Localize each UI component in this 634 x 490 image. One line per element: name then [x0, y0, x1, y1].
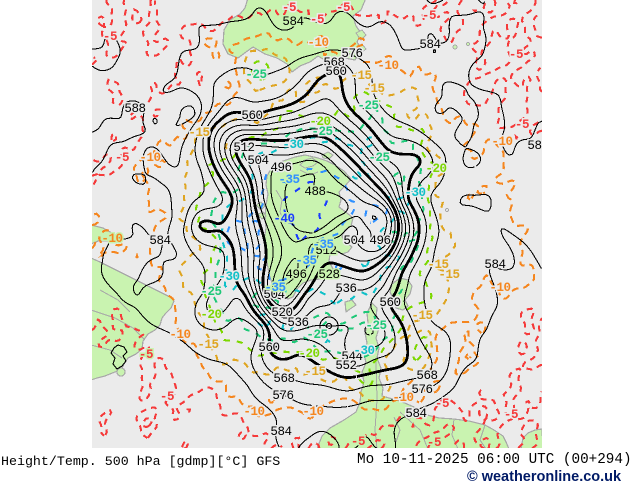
svg-text:584: 584	[527, 139, 548, 153]
svg-text:576: 576	[272, 389, 293, 403]
svg-text:-10: -10	[101, 232, 122, 246]
svg-text:-20: -20	[425, 162, 446, 176]
svg-text:-25: -25	[365, 319, 386, 333]
svg-text:512: 512	[233, 141, 254, 155]
svg-text:496: 496	[285, 268, 306, 282]
svg-text:-10: -10	[489, 281, 510, 295]
svg-text:-30: -30	[353, 344, 374, 358]
svg-text:-15: -15	[427, 258, 448, 272]
svg-text:560: 560	[258, 341, 279, 355]
svg-text:-25: -25	[306, 328, 327, 342]
svg-text:-30: -30	[404, 186, 425, 200]
svg-text:568: 568	[416, 369, 437, 383]
svg-text:-10: -10	[491, 135, 512, 149]
svg-text:-5: -5	[435, 397, 449, 411]
svg-text:-10: -10	[392, 391, 413, 405]
svg-text:-20: -20	[200, 308, 221, 322]
svg-text:-20: -20	[309, 115, 330, 129]
svg-text:-10: -10	[139, 151, 160, 165]
svg-text:-10: -10	[169, 328, 190, 342]
svg-text:584: 584	[405, 407, 426, 421]
svg-text:-5: -5	[351, 435, 365, 449]
svg-text:-5: -5	[515, 118, 529, 132]
svg-text:-10: -10	[377, 59, 398, 73]
svg-text:560: 560	[379, 296, 400, 310]
svg-text:-5: -5	[336, 1, 350, 15]
svg-text:552: 552	[335, 359, 356, 373]
svg-text:496: 496	[270, 161, 291, 175]
svg-text:512: 512	[315, 244, 336, 258]
svg-text:544: 544	[341, 350, 362, 364]
svg-text:-10: -10	[307, 36, 328, 50]
svg-text:-10: -10	[302, 405, 323, 419]
svg-text:-5: -5	[139, 348, 153, 362]
svg-text:-15: -15	[350, 69, 371, 83]
svg-text:-15: -15	[411, 309, 432, 323]
svg-text:-15: -15	[363, 82, 384, 96]
svg-text:584: 584	[484, 258, 505, 272]
svg-text:-25: -25	[311, 125, 332, 139]
svg-text:584: 584	[270, 425, 291, 439]
svg-text:-15: -15	[438, 268, 459, 282]
svg-text:560: 560	[241, 109, 262, 123]
svg-text:568: 568	[273, 372, 294, 386]
svg-text:-35: -35	[264, 281, 285, 295]
svg-text:-5: -5	[282, 1, 296, 15]
svg-text:588: 588	[124, 102, 145, 116]
svg-text:520: 520	[271, 306, 292, 320]
svg-text:-5: -5	[115, 151, 129, 165]
svg-text:-5: -5	[509, 48, 523, 62]
svg-text:-5: -5	[310, 13, 324, 27]
svg-text:-35: -35	[278, 173, 299, 187]
svg-text:-25: -25	[357, 99, 378, 113]
svg-text:-40: -40	[273, 212, 294, 226]
svg-text:-30: -30	[218, 270, 239, 284]
svg-text:576: 576	[411, 383, 432, 397]
svg-text:-35: -35	[295, 254, 316, 268]
svg-text:-30: -30	[282, 138, 303, 152]
svg-text:-5: -5	[103, 30, 117, 44]
svg-text:-25: -25	[200, 285, 221, 299]
svg-text:-15: -15	[197, 338, 218, 352]
svg-text:536: 536	[287, 316, 308, 330]
svg-text:488: 488	[304, 185, 325, 199]
svg-text:584: 584	[282, 15, 303, 29]
svg-text:-20: -20	[298, 347, 319, 361]
svg-text:584: 584	[419, 38, 440, 52]
svg-text:528: 528	[318, 268, 339, 282]
svg-text:-5: -5	[427, 436, 441, 450]
svg-text:560: 560	[325, 65, 346, 79]
svg-text:-15: -15	[188, 126, 209, 140]
svg-text:-25: -25	[245, 68, 266, 82]
svg-text:504: 504	[343, 234, 364, 248]
svg-text:-25: -25	[368, 151, 389, 165]
svg-text:-5: -5	[504, 408, 518, 422]
svg-text:-35: -35	[312, 238, 333, 252]
svg-text:-15: -15	[304, 365, 325, 379]
svg-text:504: 504	[263, 288, 284, 302]
svg-text:576: 576	[341, 47, 362, 61]
svg-text:496: 496	[369, 234, 390, 248]
svg-text:-5: -5	[422, 9, 436, 23]
svg-text:584: 584	[149, 234, 170, 248]
svg-text:-10: -10	[243, 405, 264, 419]
svg-text:536: 536	[335, 282, 356, 296]
svg-text:568: 568	[323, 56, 344, 70]
svg-text:504: 504	[247, 154, 268, 168]
svg-text:-5: -5	[160, 390, 174, 404]
